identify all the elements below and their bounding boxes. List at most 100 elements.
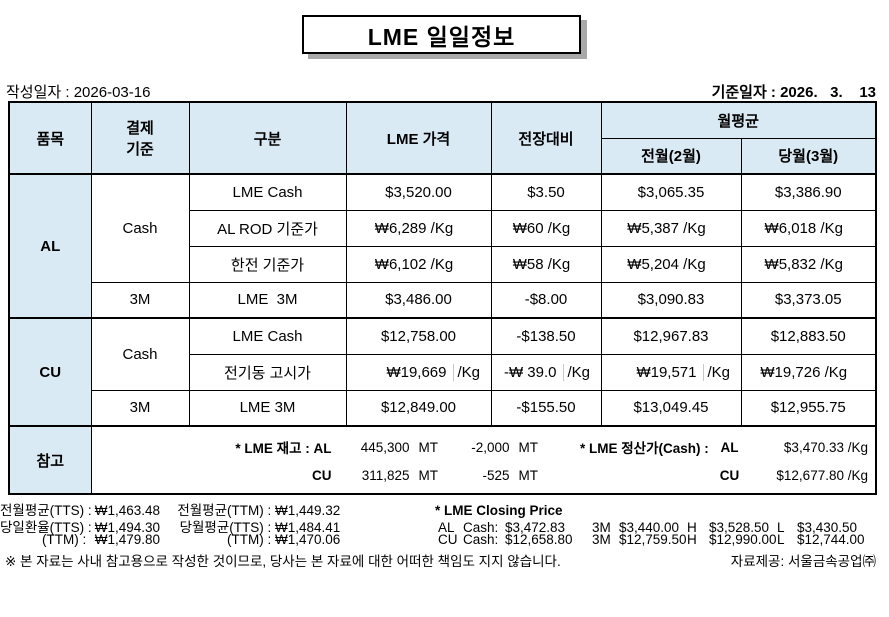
lme-stock-al-qty-unit: MT: [418, 439, 439, 455]
fx-value: ₩1,463.48: [94, 503, 160, 518]
closing-low-value: $3,430.50: [797, 519, 858, 535]
col-header-monthly-avg: 월평균: [600, 101, 877, 139]
closing-cash-value: $12,658.80: [505, 532, 573, 547]
price-cell: ₩6,289 /Kg: [345, 209, 492, 247]
note-line-al: * LME 재고 : AL 445,300 MT -2,000 MT * LME…: [92, 437, 875, 457]
fx-label: 당월평균(TTS) :: [179, 519, 275, 535]
price-cell: $12,849.00: [345, 389, 492, 427]
price-cell: ₩19,669/Kg: [345, 353, 492, 391]
page-title: LME 일일정보: [367, 23, 516, 50]
table-row-note: 참고 * LME 재고 : AL 445,300 MT -2,000 MT * …: [8, 425, 877, 495]
footer: 전월평균(TTS) : ₩1,463.48 전월평균(TTM) : ₩1,449…: [0, 499, 889, 570]
table-row-cu-3m: 3M LME 3M $12,849.00 -$155.50 $13,049.45…: [9, 389, 877, 427]
basis-cell-al-3m: 3M: [90, 281, 190, 319]
col-header-settle-basis: 결제 기준: [90, 101, 190, 175]
prev-month-cell: $13,049.45: [600, 389, 742, 427]
closing-3m-label: 3M: [592, 532, 611, 547]
prev-month-cell: ₩19,571/Kg: [600, 353, 742, 391]
data-provider: 자료제공: 서울금속공업㈜: [730, 554, 876, 569]
closing-high-label: H: [687, 519, 697, 535]
price-value: ₩19,669: [386, 363, 447, 381]
closing-cash-value: $3,472.83: [505, 519, 566, 535]
lme-stock-cu-label: CU: [312, 468, 332, 483]
closing-low-value: $12,744.00: [797, 532, 865, 547]
fx-line-1: 전월평균(TTS) : ₩1,463.48 전월평균(TTM) : ₩1,449…: [0, 499, 889, 518]
footer-bottom-row: ※ 본 자료는 사내 참고용으로 작성한 것이므로, 당사는 본 자료에 대한 …: [0, 550, 889, 570]
base-date: 기준일자 : 2026. 3. 13: [712, 81, 876, 102]
date-row: 작성일자 : 2026-03-16 기준일자 : 2026. 3. 13: [6, 81, 876, 102]
category-cell: 한전 기준가: [188, 245, 347, 283]
prev-month-cell: ₩5,387 /Kg: [600, 209, 742, 247]
col-header-cur-month: 당월(3월): [740, 137, 877, 175]
category-cell: AL ROD 기준가: [188, 209, 347, 247]
closing-cash-label: Cash:: [463, 532, 499, 547]
closing-low-label: L: [777, 519, 785, 535]
table-header-row-2: 전월(2월) 당월(3월): [9, 137, 877, 175]
cur-month-cell: $3,386.90: [740, 173, 877, 211]
col-header-category: 구분: [188, 101, 347, 175]
fx-value: ₩1,470.06: [275, 532, 341, 547]
lme-stock-cu-qty-unit: MT: [418, 468, 439, 483]
closing-cash-label: Cash:: [463, 519, 499, 535]
base-date-label: 기준일자 :: [711, 84, 781, 101]
item-cell-cu: CU: [8, 317, 92, 427]
closing-row-al: AL Cash: $3,472.83 3M $3,440.00 H $3,528…: [435, 520, 857, 535]
col-header-vs-prev: 전장대비: [490, 101, 602, 175]
lme-settlement-al-value: $3,470.33 /Kg: [783, 439, 868, 455]
fx-label: 전월평균(TTM) :: [177, 503, 275, 518]
table-row-al-lme-cash: AL Cash LME Cash $3,520.00 $3.50 $3,065.…: [8, 173, 877, 319]
fx-value: ₩1,449.32: [275, 503, 341, 518]
basis-cell-cu-3m: 3M: [90, 389, 190, 427]
basis-cell-cu-cash: Cash: [90, 317, 190, 391]
closing-high-label: H: [687, 532, 697, 547]
col-header-prev-month: 전월(2월): [600, 137, 742, 175]
table-row-al-rod: AL ROD 기준가 ₩6,289 /Kg ₩60 /Kg ₩5,387 /Kg…: [9, 209, 877, 247]
category-cell: 전기동 고시가: [188, 353, 347, 391]
closing-3m-value: $3,440.00: [619, 519, 680, 535]
prev-month-cell: ₩5,204 /Kg: [600, 245, 742, 283]
lme-stock-cu-change: -525: [482, 468, 510, 483]
cur-month-cell: $12,883.50: [740, 317, 877, 355]
table-row-al-3m: 3M LME 3M $3,486.00 -$8.00 $3,090.83 $3,…: [9, 281, 877, 319]
lme-stock-al-qty: 445,300: [360, 439, 410, 455]
prev-month-cell: $3,065.35: [600, 173, 742, 211]
col-header-item: 품목: [8, 101, 92, 175]
prev-unit: /Kg: [702, 363, 741, 381]
closing-high-value: $3,528.50: [709, 519, 770, 535]
category-cell: LME Cash: [188, 317, 347, 355]
price-unit: /Kg: [452, 363, 491, 381]
diff-cell: ₩60 /Kg: [490, 209, 602, 247]
closing-3m-label: 3M: [592, 519, 611, 535]
fx-label: (TTM) :: [227, 532, 275, 547]
prev-month-cell: $12,967.83: [600, 317, 742, 355]
lme-stock-al-change-unit: MT: [518, 439, 539, 455]
cur-month-cell: ₩6,018 /Kg: [740, 209, 877, 247]
fx-label: 전월평균(TTS) :: [0, 503, 96, 518]
closing-metal: AL: [438, 519, 455, 535]
lme-settlement-al-label: AL: [720, 439, 739, 455]
price-cell: ₩6,102 /Kg: [345, 245, 492, 283]
item-cell-al: AL: [8, 173, 92, 319]
base-date-value: 2026. 3. 13: [780, 84, 876, 101]
lme-settlement-cu-label: CU: [719, 468, 740, 483]
table-row-al-hanjeon: 한전 기준가 ₩6,102 /Kg ₩58 /Kg ₩5,204 /Kg ₩5,…: [9, 245, 877, 283]
price-cell: $3,520.00: [345, 173, 492, 211]
note-line-cu: CU 311,825 MT -525 MT CU $12,677.80 /Kg: [92, 468, 875, 483]
diff-value: -₩ 39.0: [503, 363, 557, 381]
cur-month-cell: ₩19,726 /Kg: [740, 353, 877, 391]
report-title-box: LME 일일정보: [302, 15, 581, 54]
diff-cell: $3.50: [490, 173, 602, 211]
closing-metal: CU: [438, 532, 458, 547]
fx-value: ₩1,484.41: [275, 519, 341, 535]
note-content-cell: * LME 재고 : AL 445,300 MT -2,000 MT * LME…: [90, 425, 877, 495]
fx-label: (TTM) :: [42, 532, 90, 547]
cur-month-cell: $12,955.75: [740, 389, 877, 427]
table-header-row-1: 품목 결제 기준 구분 LME 가격 전장대비 월평균: [8, 101, 877, 175]
cur-month-cell: $3,373.05: [740, 281, 877, 319]
lme-price-table: 품목 결제 기준 구분 LME 가격 전장대비 월평균 전월(2월) 당월(3월…: [8, 101, 877, 495]
diff-cell: -$138.50: [490, 317, 602, 355]
prev-month-cell: $3,090.83: [600, 281, 742, 319]
price-cell: $3,486.00: [345, 281, 492, 319]
lme-closing-price-title: * LME Closing Price: [435, 503, 563, 518]
diff-cell: -$155.50: [490, 389, 602, 427]
